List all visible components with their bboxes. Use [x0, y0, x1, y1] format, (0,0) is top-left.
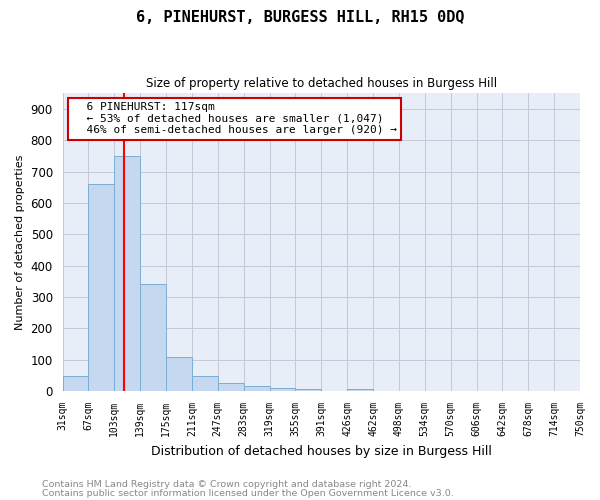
Title: Size of property relative to detached houses in Burgess Hill: Size of property relative to detached ho…	[146, 78, 497, 90]
Bar	[114, 156, 140, 391]
Bar	[244, 386, 269, 391]
Text: 6 PINEHURST: 117sqm
  ← 53% of detached houses are smaller (1,047)
  46% of semi: 6 PINEHURST: 117sqm ← 53% of detached ho…	[73, 102, 397, 135]
Y-axis label: Number of detached properties: Number of detached properties	[15, 154, 25, 330]
Text: Contains HM Land Registry data © Crown copyright and database right 2024.: Contains HM Land Registry data © Crown c…	[42, 480, 412, 489]
Bar	[295, 388, 321, 391]
Bar	[347, 388, 373, 391]
X-axis label: Distribution of detached houses by size in Burgess Hill: Distribution of detached houses by size …	[151, 444, 492, 458]
Bar	[192, 376, 218, 391]
Bar	[218, 384, 244, 391]
Bar	[88, 184, 114, 391]
Bar	[140, 284, 166, 391]
Text: Contains public sector information licensed under the Open Government Licence v3: Contains public sector information licen…	[42, 489, 454, 498]
Bar	[62, 376, 88, 391]
Text: 6, PINEHURST, BURGESS HILL, RH15 0DQ: 6, PINEHURST, BURGESS HILL, RH15 0DQ	[136, 10, 464, 25]
Bar	[166, 358, 192, 391]
Bar	[269, 388, 295, 391]
